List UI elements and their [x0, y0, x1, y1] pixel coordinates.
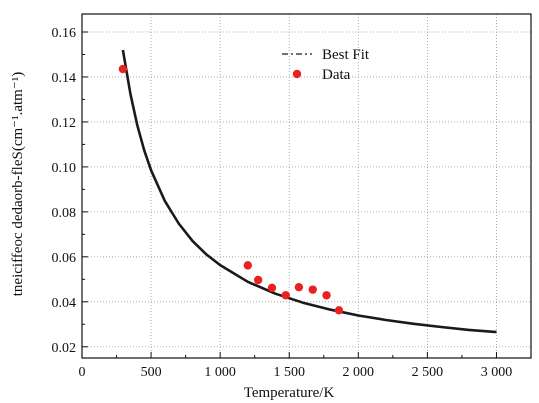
data-point	[322, 291, 331, 300]
x-tick-label: 2 000	[343, 365, 375, 380]
y-tick-label: 0.06	[52, 251, 77, 266]
y-tick-label: 0.04	[52, 296, 77, 311]
x-tick-label: 1 000	[204, 365, 236, 380]
x-tick-label: 2 500	[412, 365, 444, 380]
y-tick-label: 0.12	[52, 116, 77, 131]
best-fit-series	[121, 49, 497, 334]
legend-data-label: Data	[322, 67, 351, 83]
y-tick-label: 0.16	[52, 26, 77, 41]
x-tick-label: 3 000	[481, 365, 513, 380]
x-tick-label: 0	[79, 365, 86, 380]
data-point	[118, 64, 128, 74]
grid-lines	[82, 14, 531, 358]
y-tick-label: 0.14	[52, 71, 77, 86]
best-fit-line	[121, 49, 497, 334]
data-series	[118, 64, 344, 315]
data-point	[308, 285, 317, 294]
data-point	[294, 282, 304, 292]
plot-frame	[81, 13, 532, 359]
legend-best-fit-label: Best Fit	[322, 47, 370, 63]
data-point	[334, 306, 344, 315]
data-point	[267, 283, 277, 293]
y-tick-label: 0.10	[52, 161, 77, 176]
x-tick-label: 1 500	[273, 365, 305, 380]
y-tick-label: 0.02	[52, 341, 77, 356]
legend: Best Fit Data	[282, 47, 370, 83]
x-axis-title: Temperature/K	[244, 385, 335, 401]
y-axis-title: tneiciffeoc dedaorb-fleS(cm⁻¹.atm⁻¹)	[10, 72, 26, 296]
y-tick-label: 0.08	[52, 206, 77, 221]
data-point	[281, 291, 290, 300]
y-axis: 0.02 0.04 0.06 0.08 0.10 0.12 0.14 0.16	[52, 26, 88, 356]
legend-data-marker	[292, 69, 302, 79]
x-tick-label: 500	[141, 365, 162, 380]
data-point	[243, 261, 252, 270]
x-axis: 0 500 1 000 1 500 2 000 2 500 3 000	[79, 352, 513, 380]
data-point	[253, 275, 263, 285]
